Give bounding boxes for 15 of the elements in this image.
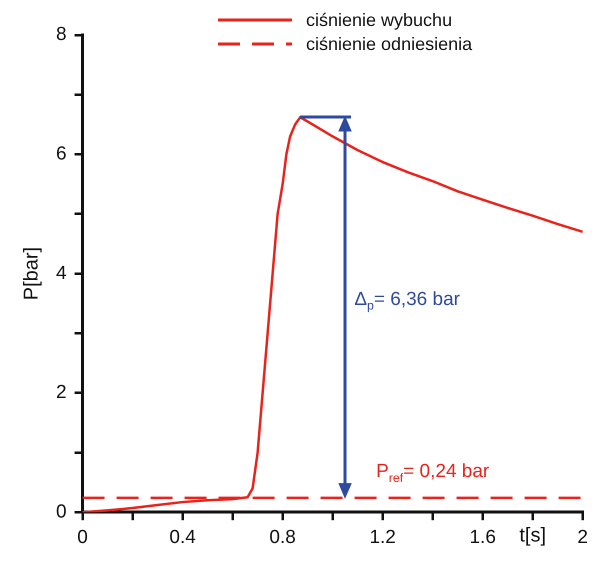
- legend-label: ciśnienie odniesienia: [306, 33, 472, 56]
- y-tick-label: 4: [56, 262, 67, 284]
- y-tick-label: 8: [56, 24, 67, 46]
- x-tick-label: 0.8: [269, 526, 296, 548]
- x-tick-label: 0: [77, 526, 88, 548]
- y-tick-label: 6: [56, 144, 67, 165]
- y-tick-label: 0: [56, 501, 67, 522]
- x-axis-title: t[s]: [519, 524, 546, 547]
- x-tick-label: 1.2: [369, 526, 396, 548]
- x-tick-label: 1.6: [469, 526, 496, 548]
- legend-label: ciśnienie wybuchu: [306, 9, 452, 32]
- x-tick-label: 2: [577, 526, 588, 548]
- y-tick-label: 2: [56, 382, 67, 404]
- y-axis-title: P[bar]: [20, 246, 43, 300]
- x-tick-label: 0.4: [169, 526, 196, 548]
